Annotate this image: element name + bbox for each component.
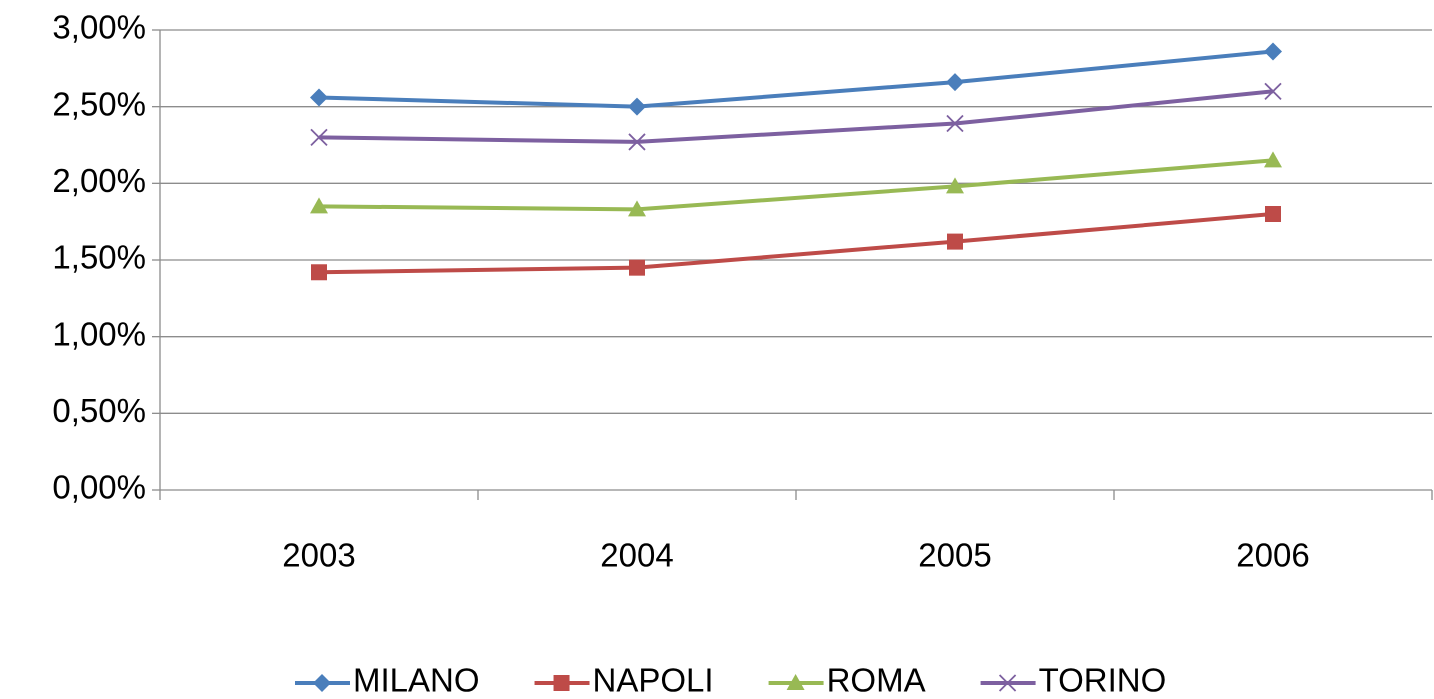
- y-tick-label: 1,00%: [52, 315, 146, 352]
- marker: [310, 197, 328, 214]
- marker: [310, 128, 328, 146]
- series-line: [318, 89, 1274, 144]
- legend-label: MILANO: [353, 662, 480, 699]
- series-line: [318, 212, 1274, 275]
- legend-item: NAPOLI: [534, 662, 714, 699]
- marker: [1265, 206, 1281, 222]
- marker: [786, 674, 805, 690]
- marker: [1264, 82, 1282, 100]
- legend-item: TORINO: [980, 662, 1167, 699]
- legend-item: MILANO: [295, 662, 480, 699]
- y-tick-label: 3,00%: [52, 9, 146, 46]
- legend-label: NAPOLI: [593, 662, 714, 699]
- legend-label: TORINO: [1039, 662, 1167, 699]
- legend-label: ROMA: [827, 662, 926, 699]
- marker: [1264, 151, 1282, 168]
- marker: [628, 200, 646, 217]
- x-tick-label: 2003: [282, 537, 355, 574]
- series-line: [318, 158, 1274, 212]
- marker: [313, 674, 331, 692]
- y-tick-label: 2,00%: [52, 162, 146, 199]
- y-tick-label: 2,50%: [52, 85, 146, 122]
- y-tick-label: 0,00%: [52, 469, 146, 506]
- marker: [998, 674, 1017, 692]
- marker: [946, 114, 964, 133]
- marker: [628, 97, 646, 116]
- marker: [946, 73, 964, 92]
- series-line: [318, 49, 1274, 109]
- x-tick-label: 2004: [600, 537, 673, 574]
- x-tick-label: 2006: [1236, 537, 1309, 574]
- marker: [629, 259, 645, 276]
- marker: [553, 675, 570, 691]
- marker: [947, 233, 963, 250]
- marker: [946, 177, 964, 194]
- marker: [628, 133, 646, 151]
- marker: [1264, 42, 1282, 61]
- y-tick-label: 0,50%: [52, 392, 146, 429]
- y-tick-label: 1,50%: [52, 239, 146, 276]
- x-tick-label: 2005: [918, 537, 991, 574]
- marker: [310, 88, 328, 107]
- marker: [311, 264, 327, 281]
